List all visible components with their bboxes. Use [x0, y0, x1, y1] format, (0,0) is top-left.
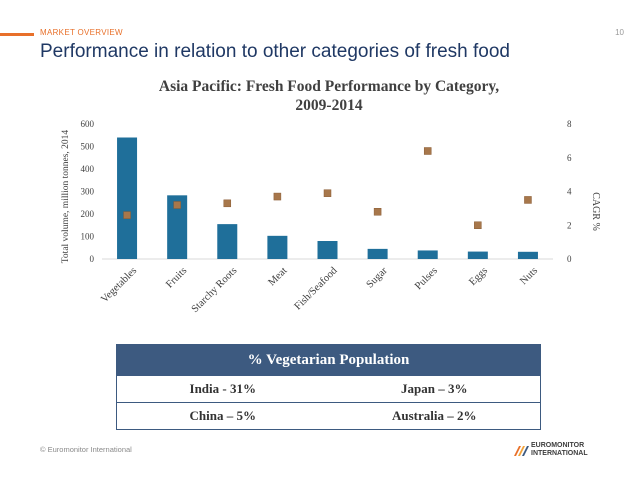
logo-text: EUROMONITOR INTERNATIONAL — [531, 442, 588, 458]
y2-tick-label: 2 — [567, 220, 572, 230]
slide-title: Performance in relation to other categor… — [40, 41, 510, 62]
cagr-marker — [474, 221, 482, 229]
bar-eggs — [467, 251, 488, 259]
logo-line2: INTERNATIONAL — [531, 450, 588, 457]
cagr-marker — [323, 189, 332, 197]
copyright-text: © Euromonitor International — [40, 445, 132, 454]
category-label: Fish/Seafood — [293, 265, 340, 312]
y-tick-label: 300 — [81, 187, 95, 197]
cagr-marker — [123, 211, 131, 219]
cagr-marker — [423, 147, 432, 155]
cagr-marker — [173, 201, 181, 209]
bar-sugar — [367, 248, 388, 259]
category-label: Sugar — [365, 265, 390, 290]
y2-tick-label: 6 — [567, 153, 572, 163]
table-cell: Australia – 2% — [328, 402, 541, 430]
page-number: 10 — [615, 28, 624, 37]
y-tick-label: 0 — [90, 254, 95, 264]
y-tick-label: 400 — [81, 164, 95, 174]
bar-meat — [267, 235, 288, 259]
cagr-marker — [373, 208, 382, 216]
chart: 0 100 200 300 400 500 600 0 2 4 6 8 Total volume, mi… — [61, 119, 601, 315]
bar-nuts — [517, 251, 538, 259]
euromonitor-logo: EUROMONITOR INTERNATIONAL — [513, 442, 623, 460]
y2-tick-label: 8 — [567, 119, 572, 129]
section-label: MARKET OVERVIEW — [40, 28, 123, 37]
y2-tick-label: 0 — [567, 254, 572, 264]
y-tick-label: 200 — [81, 209, 95, 219]
bar-vegetables — [117, 137, 138, 259]
table-cell: China – 5% — [116, 402, 329, 430]
cagr-marker — [273, 192, 282, 201]
cagr-marker — [524, 196, 532, 204]
vegetarian-population-table: % Vegetarian Population India - 31% Japa… — [116, 344, 541, 430]
logo-line1: EUROMONITOR — [531, 442, 585, 449]
category-label: Starchy Roots — [190, 265, 240, 315]
chart-title-line1: Asia Pacific: Fresh Food Performance by … — [158, 78, 500, 95]
category-label: Eggs — [467, 265, 490, 288]
category-label: Vegetables — [99, 265, 139, 305]
bar-starchy-roots — [217, 224, 238, 259]
category-label: Pulses — [413, 265, 440, 292]
accent-bar — [0, 33, 34, 36]
chart-title-line2: 2009-2014 — [295, 97, 363, 114]
table-row: India - 31% Japan – 3% — [116, 375, 541, 403]
logo-mark-icon — [514, 446, 529, 456]
chart-title: Asia Pacific: Fresh Food Performance by … — [100, 77, 558, 115]
category-label: Nuts — [518, 265, 540, 287]
cagr-marker — [223, 199, 232, 208]
y-tick-label: 600 — [81, 119, 95, 129]
category-label: Fruits — [164, 265, 189, 290]
bar-fish-seafood — [317, 241, 338, 259]
y-tick-label: 100 — [81, 232, 95, 242]
table-header: % Vegetarian Population — [116, 344, 541, 376]
bar-fruits — [167, 195, 188, 259]
y2-tick-label: 4 — [567, 187, 572, 197]
table-cell: India - 31% — [116, 375, 329, 403]
table-row: China – 5% Australia – 2% — [116, 402, 541, 430]
category-label: Meat — [266, 265, 289, 288]
y-axis-label: Total volume, million tonnes, 2014 — [61, 130, 71, 264]
table-cell: Japan – 3% — [328, 375, 541, 403]
bar-pulses — [417, 250, 438, 259]
y-tick-label: 500 — [81, 142, 95, 152]
y2-axis-label: CAGR % — [590, 192, 601, 231]
